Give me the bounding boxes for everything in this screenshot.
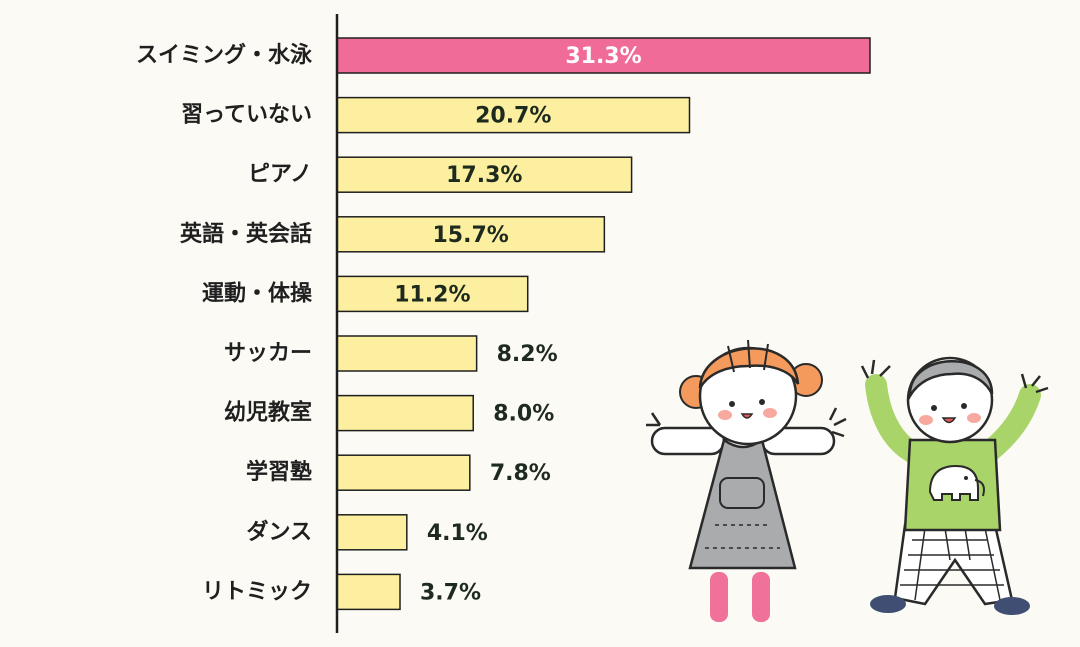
- bar-2: [336, 156, 633, 193]
- category-label-4: 運動・体操: [202, 281, 313, 306]
- bar-6: [336, 394, 474, 432]
- value-label-5: 8.2%: [497, 342, 558, 367]
- value-label-1: 20.7%: [475, 104, 551, 129]
- bar-9: [336, 573, 401, 611]
- bar-0: [336, 37, 871, 74]
- category-label-3: 英語・英会話: [180, 221, 312, 247]
- boy-illustration-icon: [860, 356, 1049, 615]
- labels-layer: スイミング・水泳 31.3% 習っていない 20.7% ピアノ 17.3% 英語・英会話 15…: [136, 42, 642, 605]
- category-label-2: ピアノ: [248, 162, 312, 187]
- category-label-0: スイミング・水泳: [136, 42, 313, 68]
- value-label-4: 11.2%: [394, 282, 470, 307]
- bar-7: [336, 454, 471, 491]
- bar-8: [336, 514, 408, 551]
- value-label-6: 8.0%: [493, 402, 554, 427]
- bars-layer: [336, 37, 871, 611]
- value-label-8: 4.1%: [427, 521, 488, 546]
- bar-4: [336, 275, 529, 313]
- value-label-9: 3.7%: [420, 580, 481, 605]
- category-label-5: サッカー: [224, 341, 312, 366]
- value-label-7: 7.8%: [490, 461, 551, 486]
- category-label-9: リトミック: [202, 579, 312, 604]
- category-label-1: 習っていない: [181, 103, 312, 128]
- value-label-0: 31.3%: [565, 44, 641, 69]
- bar-5: [336, 335, 478, 372]
- bar-1: [336, 96, 691, 134]
- value-label-3: 15.7%: [433, 223, 509, 248]
- bar-3: [336, 216, 606, 253]
- value-label-2: 17.3%: [446, 163, 522, 188]
- category-label-7: 学習塾: [246, 459, 312, 485]
- girl-illustration-icon: [646, 339, 847, 622]
- category-label-6: 幼児教室: [224, 400, 312, 426]
- category-label-8: ダンス: [246, 519, 312, 545]
